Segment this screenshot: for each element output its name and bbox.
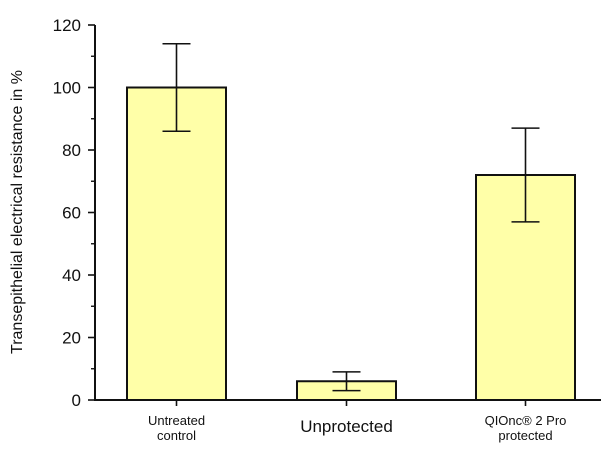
y-tick-label-100: 100 — [53, 79, 81, 98]
y-tick-label-80: 80 — [62, 141, 81, 160]
x-tick-label-1: Untreated control — [148, 413, 205, 443]
plot-area: 0 20 40 60 80 100 120 Untreated control Unprotect… — [53, 16, 601, 443]
x-tick-label-line: protected — [498, 428, 552, 443]
x-tick-label-line: Untreated — [148, 413, 205, 428]
y-tick-label-40: 40 — [62, 266, 81, 285]
x-tick-label-line: Unprotected — [300, 417, 393, 436]
y-tick-label-0: 0 — [72, 391, 81, 410]
bar-1 — [126, 86, 227, 401]
x-tick-label-2: Unprotected — [300, 417, 393, 436]
y-tick-label-120: 120 — [53, 16, 81, 35]
y-tick-label-20: 20 — [62, 329, 81, 348]
y-tick-label-60: 60 — [62, 204, 81, 223]
x-tick-label-3: QIOnc® 2 Pro protected — [485, 413, 567, 443]
x-tick-label-line: control — [157, 428, 196, 443]
y-axis-title: Transepithelial electrical resistance in… — [9, 70, 26, 354]
x-tick-label-line: QIOnc® 2 Pro — [485, 413, 567, 428]
